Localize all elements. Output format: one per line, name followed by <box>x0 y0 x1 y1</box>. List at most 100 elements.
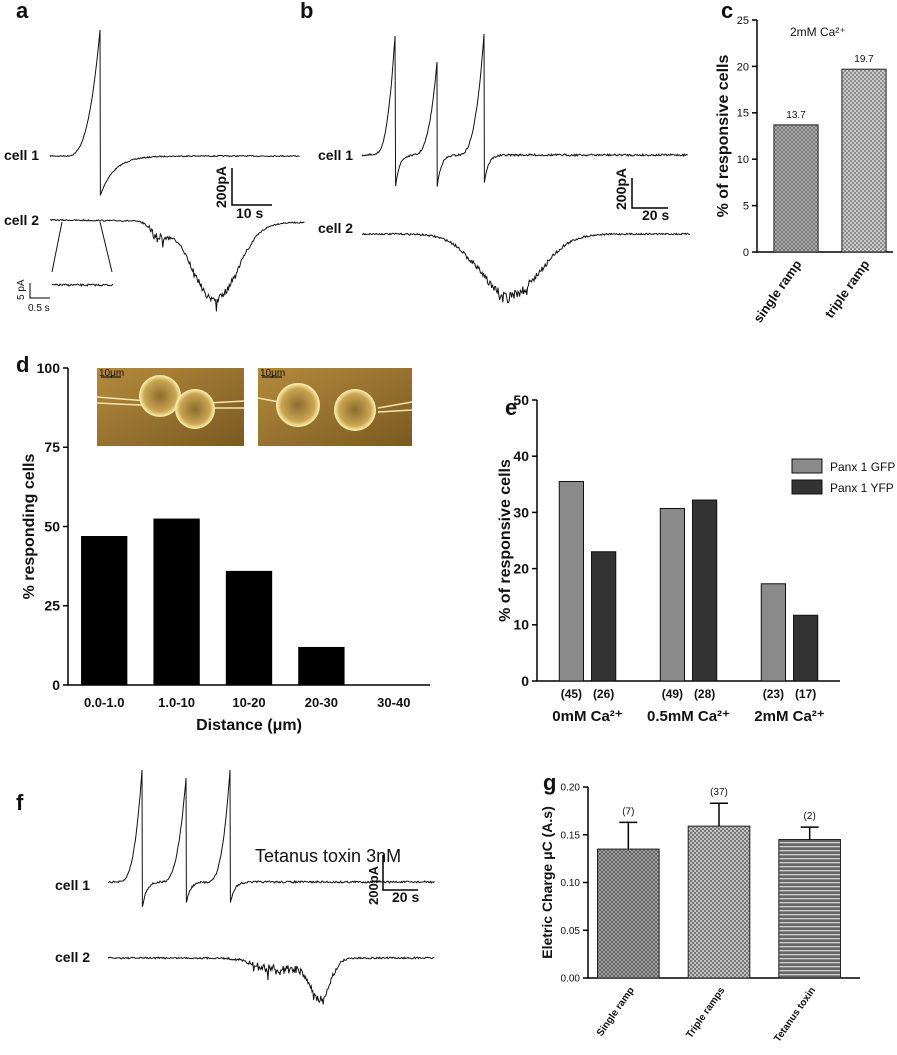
x-tick-label: 30-40 <box>377 695 410 710</box>
y-tick-label: 0.00 <box>561 974 581 985</box>
value-label: 19.7 <box>854 54 874 65</box>
x-tick-label: 1.0-10 <box>158 695 195 710</box>
y-tick-label: 30 <box>513 504 529 520</box>
trace <box>49 29 300 197</box>
y-tick-label: 0.05 <box>561 926 581 937</box>
legend-label: Panx 1 GFP <box>830 460 895 474</box>
y-axis-label: % of responsive cells <box>497 459 514 622</box>
y-axis-label: Eletric Charge μC (A.s) <box>539 806 555 959</box>
scale-bar <box>29 283 50 299</box>
panel-label: d <box>16 352 29 377</box>
trace <box>361 232 691 304</box>
scale-label: 10 s <box>236 205 263 221</box>
y-tick-label: 10 <box>737 154 749 166</box>
cell-label: cell 1 <box>4 147 39 163</box>
bar <box>793 614 819 682</box>
n-label: (45) <box>561 687 582 701</box>
y-tick-label: 40 <box>513 448 529 464</box>
panel-label: a <box>16 0 29 23</box>
x-axis-label: Distance (μm) <box>196 717 302 734</box>
bar <box>591 551 617 682</box>
y-tick-label: 0.10 <box>561 878 581 889</box>
error-bar <box>619 821 638 850</box>
cell-label: cell 2 <box>55 949 90 965</box>
n-label: (28) <box>694 687 715 701</box>
y-tick-label: 0 <box>521 673 529 689</box>
cell-label: cell 2 <box>318 220 353 236</box>
y-axis-label: % responding cells <box>21 453 38 599</box>
scale-label: 0.5 s <box>28 303 50 314</box>
scale-label: 20 s <box>642 207 669 223</box>
x-tick-label: 0.5mM Ca²⁺ <box>647 708 730 725</box>
x-tick-label: 10-20 <box>232 695 265 710</box>
y-tick-label: 25 <box>737 15 749 27</box>
bar <box>558 480 585 682</box>
y-tick-label: 75 <box>44 439 60 455</box>
n-label: (7) <box>622 806 634 817</box>
x-tick-label: single ramp <box>750 257 804 325</box>
cell-label: cell 2 <box>4 212 39 228</box>
bar <box>81 536 128 685</box>
bar <box>298 646 345 685</box>
scale-label: 10μm <box>260 368 285 379</box>
y-tick-label: 10 <box>513 617 529 633</box>
panel-label: e <box>505 395 517 420</box>
legend-swatch <box>791 458 823 474</box>
panel-label: f <box>16 790 24 815</box>
bar <box>760 583 787 682</box>
y-tick-label: 20 <box>737 61 749 73</box>
x-tick-label: Tetanus toxin <box>772 985 818 1044</box>
scale-label: 200pA <box>366 865 381 905</box>
error-bar <box>710 802 728 827</box>
annotation: 2mM Ca²⁺ <box>790 25 846 39</box>
y-axis-label: % of responsive cells <box>715 55 732 218</box>
y-tick-label: 15 <box>737 108 749 120</box>
y-tick-label: 0.15 <box>561 830 581 841</box>
micrograph: 10μm <box>257 368 413 446</box>
value-label: 13.7 <box>786 110 806 121</box>
scale-bar <box>631 178 668 209</box>
scale-bar <box>231 168 272 206</box>
y-tick-label: 0 <box>743 247 749 259</box>
panel-label: c <box>721 0 733 23</box>
x-tick-label: 20-30 <box>305 695 338 710</box>
bar <box>153 518 200 685</box>
trace <box>107 956 435 1005</box>
n-label: (23) <box>763 687 784 701</box>
legend-swatch <box>791 479 823 495</box>
scale-label: 10μm <box>99 368 124 379</box>
scale-label: 5 pA <box>16 279 27 300</box>
y-tick-label: 50 <box>44 518 60 534</box>
y-tick-label: 0 <box>52 677 60 693</box>
cell-label: cell 1 <box>55 877 90 893</box>
panel-label: b <box>300 0 313 23</box>
cell-label: cell 1 <box>318 147 353 163</box>
trace <box>51 283 114 288</box>
error-bar <box>800 826 819 840</box>
y-tick-label: 100 <box>37 360 61 376</box>
n-label: (49) <box>662 687 683 701</box>
scale-label: 20 s <box>392 889 419 905</box>
y-tick-label: 5 <box>743 200 749 212</box>
x-tick-label: 0.0-1.0 <box>84 695 124 710</box>
x-tick-label: 2mM Ca²⁺ <box>754 708 825 725</box>
n-label: (2) <box>804 811 816 822</box>
x-tick-label: Triple ramps <box>684 985 727 1040</box>
annotation: Tetanus toxin 3nM <box>255 846 401 866</box>
x-tick-label: 0mM Ca²⁺ <box>552 708 623 725</box>
scale-label: 200pA <box>213 166 229 208</box>
micrograph: 10μm <box>96 368 245 446</box>
bar <box>692 499 718 682</box>
x-tick-label: Single ramp <box>595 985 637 1038</box>
bar <box>225 570 273 685</box>
bar <box>687 825 751 979</box>
bar <box>773 124 819 253</box>
y-tick-label: 50 <box>513 392 529 408</box>
zoom-line <box>51 221 113 273</box>
panel-label: g <box>543 770 556 795</box>
trace <box>361 33 688 187</box>
trace <box>107 769 435 907</box>
y-tick-label: 20 <box>513 561 529 577</box>
trace <box>49 218 305 312</box>
